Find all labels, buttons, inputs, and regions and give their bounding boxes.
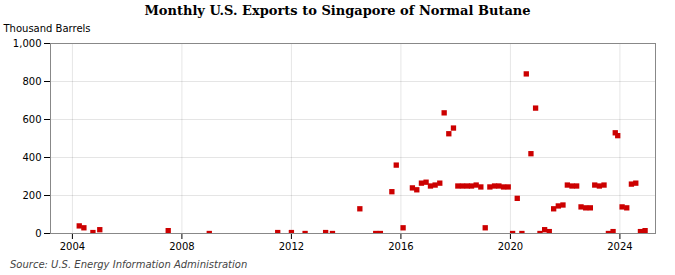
svg-text:200: 200	[22, 190, 41, 201]
svg-text:400: 400	[22, 152, 41, 163]
svg-text:2016: 2016	[388, 241, 413, 252]
svg-text:2012: 2012	[279, 241, 304, 252]
html-text:Source: U.S. Energy Informatio: Source: U.S. Energy Information Administ…	[10, 259, 248, 270]
svg-text:2020: 2020	[498, 241, 523, 252]
svg-text:2024: 2024	[607, 241, 632, 252]
svg-text:2004: 2004	[60, 241, 85, 252]
svg-text:Thousand Barrels: Thousand Barrels	[3, 23, 91, 34]
html-text:Monthly U.S. Exports to Singap: Monthly U.S. Exports to Singapore of Nor…	[144, 3, 531, 18]
svg-text:0: 0	[35, 228, 41, 239]
svg-text:1,000: 1,000	[13, 38, 42, 49]
svg-text:2008: 2008	[169, 241, 194, 252]
svg-text:800: 800	[22, 76, 41, 87]
svg-text:600: 600	[22, 114, 41, 125]
